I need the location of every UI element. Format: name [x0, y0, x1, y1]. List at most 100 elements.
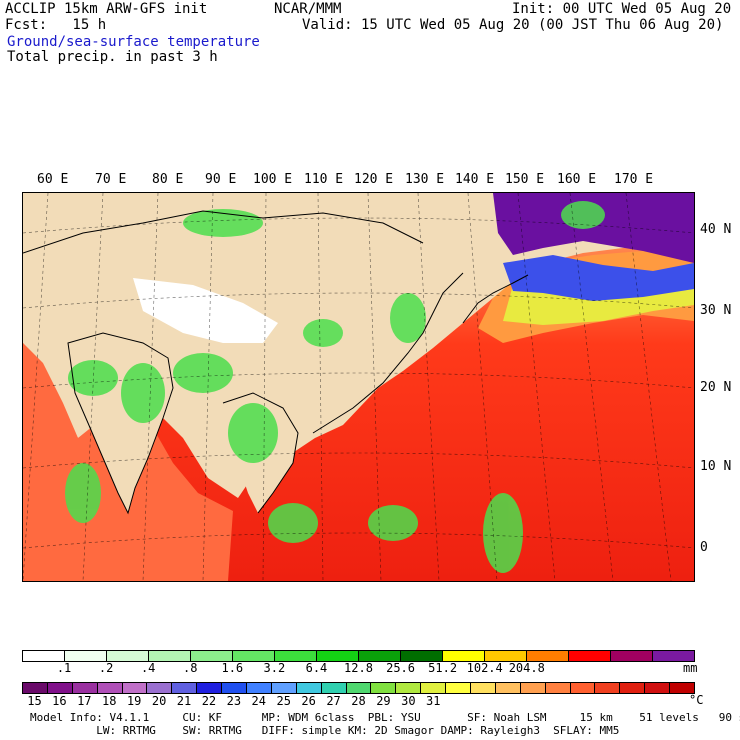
- temperature-colorbar: [22, 682, 695, 694]
- precip-swatch: [359, 651, 401, 661]
- temperature-tick-label: 16: [52, 694, 67, 708]
- lat-label: 0: [700, 540, 708, 555]
- temperature-swatch: [371, 683, 397, 693]
- temperature-swatch: [645, 683, 671, 693]
- lon-label: 150 E: [505, 172, 545, 187]
- temperature-swatch: [172, 683, 198, 693]
- temperature-swatch: [197, 683, 223, 693]
- lon-label: 160 E: [557, 172, 597, 187]
- temperature-swatch: [97, 683, 123, 693]
- precip-swatch: [401, 651, 443, 661]
- temperature-tick-label: 20: [151, 694, 167, 708]
- precip-tick-label: 51.2: [428, 661, 458, 675]
- lon-label: 110 E: [304, 172, 344, 187]
- temperature-swatch: [23, 683, 48, 693]
- temperature-swatch: [471, 683, 496, 693]
- temperature-swatch: [446, 683, 472, 693]
- precip-tick-label: 12.8: [344, 661, 373, 675]
- temperature-swatch: [670, 683, 695, 693]
- forecast-hour: Fcst: 15 h: [5, 17, 107, 33]
- precip-swatch: [65, 651, 107, 661]
- lat-label: 20 N: [700, 380, 732, 395]
- temperature-swatch: [122, 683, 148, 693]
- temperature-swatch: [520, 683, 546, 693]
- precip-swatch: [653, 651, 694, 661]
- temperature-tick-label: 24: [251, 694, 267, 708]
- lon-label: 130 E: [405, 172, 445, 187]
- org-label: NCAR/MMM: [274, 1, 342, 17]
- temperature-tick-label: 25: [276, 694, 291, 708]
- temperature-tick-label: 17: [77, 694, 92, 708]
- temperature-swatch: [346, 683, 372, 693]
- temperature-swatch: [247, 683, 272, 693]
- temperature-swatch: [495, 683, 521, 693]
- lon-label: 140 E: [455, 172, 495, 187]
- temperature-tick-label: 22: [201, 694, 217, 708]
- ocean-cool-band: [503, 255, 694, 301]
- precip-swatch: [317, 651, 359, 661]
- temperature-tick-label: 29: [376, 694, 391, 708]
- precip-colorbar: [22, 650, 695, 662]
- precip-tick-label: 102.4: [466, 661, 503, 675]
- precip-swatch: [485, 651, 527, 661]
- precip-swatch: [233, 651, 275, 661]
- temperature-swatch: [620, 683, 646, 693]
- precip-tick-label: 25.6: [386, 661, 416, 675]
- lat-label: 10 N: [700, 459, 732, 474]
- precip-swatch: [611, 651, 653, 661]
- model-title: ACCLIP 15km ARW-GFS init: [5, 1, 208, 17]
- precip-swatch: [527, 651, 569, 661]
- lon-label: 60 E: [37, 172, 69, 187]
- temperature-tick-label: 15: [27, 694, 42, 708]
- temperature-tick-label: 19: [126, 694, 142, 708]
- init-time: Init: 00 UTC Wed 05 Aug 20: [512, 1, 732, 17]
- temperature-tick-label: 27: [326, 694, 341, 708]
- temperature-swatch: [321, 683, 347, 693]
- temperature-swatch: [147, 683, 173, 693]
- model-info-line1: Model Info: V4.1.1 CU: KF MP: WDM 6class…: [30, 711, 740, 724]
- lon-label: 120 E: [354, 172, 394, 187]
- precip-swatch: [191, 651, 233, 661]
- precip-unit: mm: [683, 661, 698, 675]
- precip-swatch: [275, 651, 317, 661]
- precip-swatch: [569, 651, 611, 661]
- temperature-swatch: [570, 683, 596, 693]
- field-total-precip: Total precip. in past 3 h: [7, 49, 218, 65]
- temperature-tick-label: 28: [351, 694, 366, 708]
- coastlines: [23, 210, 529, 515]
- temperature-swatch: [421, 683, 447, 693]
- temperature-tick-label: 18: [102, 694, 117, 708]
- temperature-swatch: [222, 683, 248, 693]
- precip-swatch: [23, 651, 65, 661]
- lon-label: 70 E: [95, 172, 127, 187]
- precip-swatch: [107, 651, 149, 661]
- ocean-cold-north: [493, 193, 694, 263]
- precip-tick-label: .1: [56, 661, 72, 675]
- precip-tick-label: .8: [183, 661, 198, 675]
- valid-time: Valid: 15 UTC Wed 05 Aug 20 (00 JST Thu …: [302, 17, 724, 33]
- precip-tick-label: .4: [140, 661, 156, 675]
- temperature-tick-label: 23: [226, 694, 242, 708]
- lon-label: 80 E: [152, 172, 184, 187]
- temperature-unit: °C: [689, 693, 704, 707]
- temperature-tick-label: 31: [426, 694, 441, 708]
- precip-swatch: [149, 651, 191, 661]
- lon-label: 100 E: [253, 172, 293, 187]
- temperature-tick-label: 26: [301, 694, 316, 708]
- field-surface-temperature: Ground/sea-surface temperature: [7, 34, 260, 50]
- precip-tick-label: 204.8: [508, 661, 545, 675]
- temperature-swatch: [545, 683, 571, 693]
- model-info-line2: LW: RRTMG SW: RRTMG DIFF: simple KM: 2D …: [30, 724, 620, 737]
- temperature-swatch: [595, 683, 621, 693]
- precip-tick-label: 6.4: [305, 661, 328, 675]
- lon-label: 90 E: [205, 172, 237, 187]
- precip-swatch: [443, 651, 485, 661]
- tibet-plateau: [133, 278, 278, 343]
- lon-label: 170 E: [614, 172, 654, 187]
- precip-tick-label: 1.6: [221, 661, 244, 675]
- temperature-swatch: [47, 683, 73, 693]
- temperature-tick-label: 30: [401, 694, 416, 708]
- temperature-tick-label: 21: [176, 694, 192, 708]
- temperature-swatch: [271, 683, 297, 693]
- lat-label: 30 N: [700, 303, 732, 318]
